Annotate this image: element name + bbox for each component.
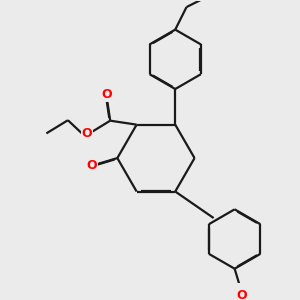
Text: O: O bbox=[101, 88, 112, 101]
Text: O: O bbox=[82, 127, 92, 140]
Text: O: O bbox=[236, 289, 247, 300]
Text: O: O bbox=[86, 159, 97, 172]
